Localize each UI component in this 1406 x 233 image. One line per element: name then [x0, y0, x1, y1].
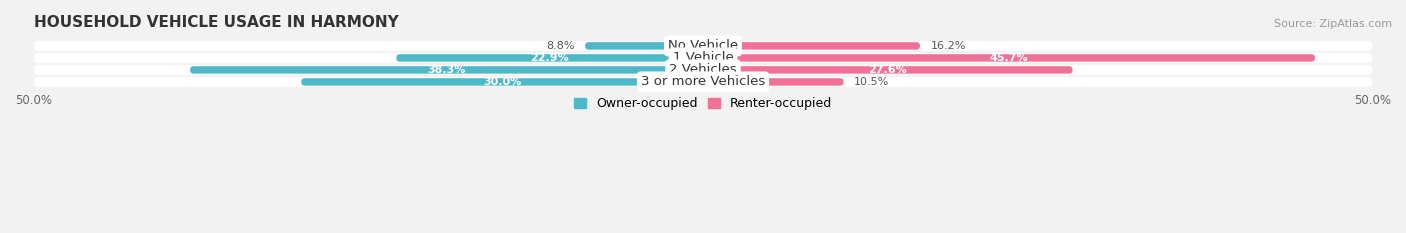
Text: 16.2%: 16.2%: [931, 41, 966, 51]
FancyBboxPatch shape: [585, 42, 703, 50]
Text: 10.5%: 10.5%: [855, 77, 890, 87]
FancyBboxPatch shape: [34, 65, 1372, 75]
Text: No Vehicle: No Vehicle: [668, 39, 738, 52]
Text: 38.3%: 38.3%: [427, 65, 465, 75]
FancyBboxPatch shape: [190, 66, 703, 74]
Text: 30.0%: 30.0%: [484, 77, 522, 87]
FancyBboxPatch shape: [703, 54, 1315, 62]
FancyBboxPatch shape: [34, 53, 1372, 63]
Text: 2 Vehicles: 2 Vehicles: [669, 63, 737, 76]
FancyBboxPatch shape: [396, 54, 703, 62]
FancyBboxPatch shape: [703, 78, 844, 86]
FancyBboxPatch shape: [703, 66, 1073, 74]
Text: Source: ZipAtlas.com: Source: ZipAtlas.com: [1274, 19, 1392, 29]
Text: 1 Vehicle: 1 Vehicle: [672, 51, 734, 64]
Text: 27.6%: 27.6%: [869, 65, 907, 75]
Text: 8.8%: 8.8%: [546, 41, 575, 51]
FancyBboxPatch shape: [34, 41, 1372, 51]
Legend: Owner-occupied, Renter-occupied: Owner-occupied, Renter-occupied: [568, 93, 838, 116]
FancyBboxPatch shape: [301, 78, 703, 86]
FancyBboxPatch shape: [703, 42, 920, 50]
FancyBboxPatch shape: [34, 77, 1372, 87]
Text: 22.9%: 22.9%: [530, 53, 569, 63]
Text: 3 or more Vehicles: 3 or more Vehicles: [641, 75, 765, 88]
Text: 45.7%: 45.7%: [990, 53, 1028, 63]
Text: HOUSEHOLD VEHICLE USAGE IN HARMONY: HOUSEHOLD VEHICLE USAGE IN HARMONY: [34, 15, 398, 30]
